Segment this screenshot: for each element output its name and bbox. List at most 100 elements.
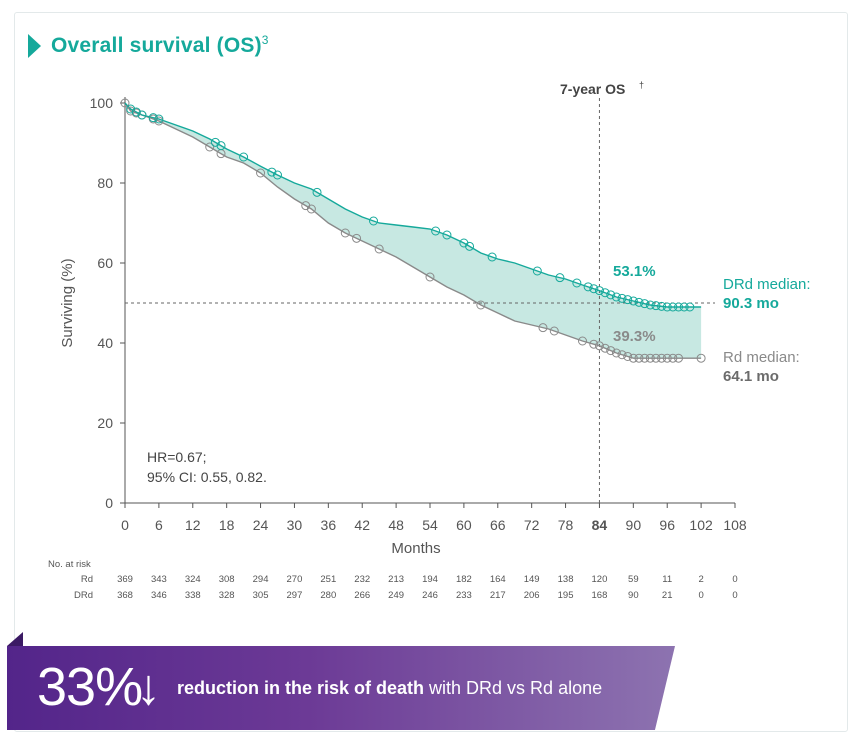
at-risk-value: 270 <box>287 574 303 585</box>
at-risk-value: 266 <box>354 590 370 601</box>
at-risk-title: No. at risk <box>48 559 91 570</box>
y-tick-label: 100 <box>90 95 114 111</box>
censor-marker-drd <box>216 141 226 151</box>
at-risk-value: 346 <box>151 590 167 601</box>
y-axis-label: Surviving (%) <box>59 258 76 347</box>
at-risk-value: 305 <box>253 590 269 601</box>
down-arrow-icon: ↓ <box>136 659 161 715</box>
at-risk-value: 138 <box>558 574 574 585</box>
x-tick-label: 96 <box>659 517 675 533</box>
censor-marker-drd <box>465 241 475 251</box>
at-risk-value: 280 <box>320 590 336 601</box>
censor-marker-drd <box>645 300 655 310</box>
censor-marker-rd <box>668 353 678 363</box>
at-risk-value: 233 <box>456 590 472 601</box>
censor-marker-drd <box>668 302 678 312</box>
censor-marker-rd <box>476 300 486 310</box>
at-risk-value: 368 <box>117 590 133 601</box>
banner-percent: 33% <box>37 657 143 717</box>
drd-7yr-value: 53.1% <box>613 263 656 280</box>
x-tick-label: 102 <box>689 517 713 533</box>
censor-marker-rd <box>374 244 384 254</box>
x-tick-label: 48 <box>388 517 404 533</box>
banner-flap <box>7 632 23 646</box>
at-risk-row-label: Rd <box>81 574 93 585</box>
censor-marker-drd <box>487 252 497 262</box>
chart-card <box>14 12 848 732</box>
x-tick-label: 54 <box>422 517 438 533</box>
x-tick-label: 84 <box>592 517 608 533</box>
at-risk-value: 249 <box>388 590 404 601</box>
censor-marker-rd <box>205 142 215 152</box>
censor-marker-drd <box>442 230 452 240</box>
at-risk-value: 0 <box>698 590 703 601</box>
x-tick-label: 78 <box>558 517 574 533</box>
at-risk-value: 294 <box>253 574 269 585</box>
ci-text: 95% CI: 0.55, 0.82. <box>147 469 267 485</box>
censor-marker-rd <box>662 353 672 363</box>
censor-marker-drd <box>126 104 136 114</box>
censor-marker-rd <box>256 168 266 178</box>
at-risk-row-label: DRd <box>74 590 93 601</box>
censor-marker-drd <box>623 295 633 305</box>
censor-marker-rd <box>606 346 616 356</box>
censor-marker-rd <box>352 233 362 243</box>
x-tick-label: 18 <box>219 517 235 533</box>
censor-marker-rd <box>120 98 130 108</box>
censor-marker-drd <box>600 288 610 298</box>
censor-marker-rd <box>578 336 587 346</box>
at-risk-value: 168 <box>592 590 608 601</box>
at-risk-value: 0 <box>732 574 737 585</box>
risk-banner <box>7 646 675 730</box>
censor-marker-rd <box>549 326 559 336</box>
censor-marker-drd <box>589 284 599 294</box>
at-risk-value: 2 <box>698 574 703 585</box>
at-risk-value: 217 <box>490 590 506 601</box>
rd-median-label: Rd median: <box>723 349 800 366</box>
censor-marker-rd <box>696 353 706 363</box>
censor-marker-rd <box>634 353 644 363</box>
y-tick-label: 40 <box>97 335 113 351</box>
banner-bold-text: reduction in the risk of death <box>177 678 425 698</box>
censor-marker-drd <box>273 170 282 180</box>
at-risk-value: 213 <box>388 574 404 585</box>
at-risk-value: 338 <box>185 590 201 601</box>
at-risk-value: 297 <box>287 590 303 601</box>
rd-7yr-value: 39.3% <box>613 328 656 345</box>
censor-marker-drd <box>662 302 672 312</box>
censor-marker-rd <box>657 353 667 363</box>
censor-marker-rd <box>651 353 661 363</box>
chart-header: Overall survival (OS)3 <box>28 33 269 58</box>
at-risk-value: 120 <box>592 574 608 585</box>
x-tick-label: 42 <box>354 517 370 533</box>
censor-marker-drd <box>148 113 158 123</box>
censor-marker-rd <box>594 341 604 351</box>
at-risk-value: 149 <box>524 574 540 585</box>
survival-difference-area <box>125 103 702 359</box>
censor-marker-drd <box>685 302 695 312</box>
censor-marker-rd <box>340 228 350 238</box>
censor-marker-rd <box>640 353 650 363</box>
hr-text: HR=0.67; <box>147 449 207 465</box>
title-footnote: 3 <box>261 33 269 47</box>
banner-rest-text: with DRd vs Rd alone <box>424 678 603 698</box>
censor-marker-drd <box>640 299 650 309</box>
y-tick-label: 60 <box>97 255 113 271</box>
at-risk-value: 194 <box>422 574 438 585</box>
censor-marker-drd <box>679 302 689 312</box>
censor-marker-rd <box>645 353 655 363</box>
censor-marker-drd <box>657 301 667 311</box>
x-tick-label: 60 <box>456 517 472 533</box>
at-risk-value: 324 <box>185 574 201 585</box>
x-tick-label: 66 <box>490 517 506 533</box>
x-tick-label: 90 <box>626 517 642 533</box>
censor-marker-rd <box>623 351 633 361</box>
at-risk-value: 21 <box>662 590 673 601</box>
at-risk-value: 251 <box>320 574 336 585</box>
seven-year-os-footnote: † <box>639 80 644 90</box>
x-tick-label: 108 <box>723 517 747 533</box>
at-risk-value: 308 <box>219 574 235 585</box>
censor-marker-rd <box>628 353 638 363</box>
series-line-drd <box>124 102 702 308</box>
x-tick-label: 0 <box>121 517 129 533</box>
